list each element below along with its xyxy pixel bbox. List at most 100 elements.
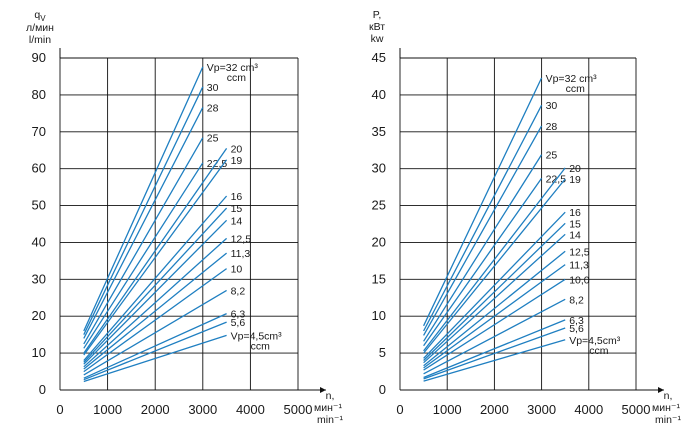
series-label: 28 bbox=[207, 102, 219, 114]
x-tick-label: 2000 bbox=[141, 402, 170, 417]
x-axis-label: n, мин⁻¹ min⁻¹ bbox=[652, 390, 681, 426]
series-label: 19 bbox=[569, 174, 581, 186]
series-label: 5,6 bbox=[231, 317, 246, 329]
series-line bbox=[83, 252, 228, 370]
x-tick-label: 1000 bbox=[433, 402, 462, 417]
series-label: 14 bbox=[231, 215, 243, 227]
y-tick-label: 20 bbox=[32, 308, 46, 323]
series-line bbox=[83, 313, 227, 379]
chart-power: 0 5 10 15 20 25 30 35 40 45 0 1000 2000 3000 4000 5000 P… bbox=[369, 9, 682, 426]
x-tick-label: 5000 bbox=[622, 402, 651, 417]
series-label: 5,6 bbox=[569, 323, 584, 335]
series-line bbox=[423, 327, 566, 380]
series-label: 12,5 bbox=[231, 233, 252, 245]
y-tick-label: 45 bbox=[372, 50, 386, 65]
x-axis-arrow-icon bbox=[320, 387, 326, 393]
y-tick-label: 35 bbox=[372, 124, 386, 139]
x-tick-label: 4000 bbox=[574, 402, 603, 417]
series-line bbox=[83, 86, 204, 335]
series-line bbox=[423, 77, 543, 327]
y-tick-label: 15 bbox=[372, 271, 386, 286]
series-label: 30 bbox=[207, 82, 219, 94]
series-label: 25 bbox=[546, 150, 558, 162]
series-label: 8,2 bbox=[569, 294, 584, 306]
series-label: 6,3 bbox=[231, 309, 246, 321]
series-label: 6,3 bbox=[569, 315, 584, 327]
series-label: 14 bbox=[569, 229, 581, 241]
y-tick-label: 90 bbox=[32, 50, 46, 65]
x-axis-label: n, мин⁻¹ min⁻¹ bbox=[314, 390, 343, 426]
series-line bbox=[423, 154, 543, 342]
series-label: 25 bbox=[207, 133, 219, 145]
series-line bbox=[423, 298, 566, 375]
series-line bbox=[423, 167, 566, 352]
y-axis-label: qV л/мин l/min bbox=[26, 9, 54, 46]
series-line bbox=[83, 159, 228, 356]
x-tick-label: 4000 bbox=[236, 402, 265, 417]
series-label: 16 bbox=[569, 207, 581, 219]
y-tick-label: 25 bbox=[372, 198, 386, 213]
series-line bbox=[83, 289, 227, 376]
series-group: Vp=32 cm³ ccm30282522,5201916151412,511,3… bbox=[83, 62, 283, 383]
series-label: 20 bbox=[231, 143, 243, 155]
series-line bbox=[423, 177, 543, 347]
series-label: 16 bbox=[231, 191, 243, 203]
series-label: 10,0 bbox=[569, 274, 590, 286]
series-label: 8,2 bbox=[231, 285, 246, 297]
series-label: 11,3 bbox=[569, 260, 589, 272]
series-line bbox=[423, 278, 566, 371]
series-line bbox=[83, 107, 204, 339]
series-label: 12,5 bbox=[569, 246, 590, 258]
series-line bbox=[83, 137, 204, 345]
series-line bbox=[83, 66, 204, 332]
series-line bbox=[423, 319, 566, 379]
y-tick-label: 70 bbox=[32, 124, 46, 139]
series-label: Vp=32 cm³ ccm bbox=[207, 62, 259, 84]
y-tick-label: 80 bbox=[32, 87, 46, 102]
series-label: Vp=4,5cm³ ccm bbox=[231, 330, 283, 352]
series-line bbox=[83, 195, 228, 361]
series-label: 30 bbox=[546, 100, 558, 112]
series-line bbox=[83, 148, 228, 354]
series-line bbox=[83, 219, 228, 365]
x-tick-label: 2000 bbox=[480, 402, 509, 417]
x-tick-label: 0 bbox=[56, 402, 63, 417]
y-tick-label: 40 bbox=[32, 234, 46, 249]
x-tick-label: 3000 bbox=[527, 402, 556, 417]
y-tick-label: 0 bbox=[39, 382, 46, 397]
series-label: Vp=4,5cm³ ccm bbox=[569, 335, 621, 357]
series-line bbox=[83, 268, 227, 373]
y-tick-label: 60 bbox=[32, 161, 46, 176]
series-line bbox=[423, 222, 566, 361]
x-axis-arrow-icon bbox=[658, 387, 664, 393]
y-tick-label: 5 bbox=[379, 345, 386, 360]
y-tick-label: 0 bbox=[379, 382, 386, 397]
series-line bbox=[83, 237, 228, 368]
series-label: 11,3 bbox=[231, 248, 251, 260]
chart-flow: 0 10 20 30 40 50 60 70 80 90 0 1000 2000 3000 4000 5000… bbox=[26, 9, 343, 426]
series-line bbox=[423, 104, 543, 332]
series-label: Vp=32 cm³ ccm bbox=[546, 73, 598, 95]
y-tick-label: 50 bbox=[32, 198, 46, 213]
series-line bbox=[423, 125, 543, 336]
x-tick-label: 3000 bbox=[188, 402, 217, 417]
series-line bbox=[423, 264, 566, 369]
y-tick-label: 30 bbox=[372, 161, 386, 176]
y-tick-label: 10 bbox=[372, 308, 386, 323]
series-line bbox=[423, 178, 566, 354]
series-label: 28 bbox=[546, 121, 558, 133]
series-line bbox=[83, 162, 204, 349]
series-group: Vp=32 cm³ ccm30282522,5201916151412,511,3… bbox=[423, 73, 621, 382]
y-tick-label: 10 bbox=[32, 345, 46, 360]
series-line bbox=[423, 233, 566, 364]
series-line bbox=[83, 321, 227, 381]
y-tick-label: 20 bbox=[372, 234, 386, 249]
y-tick-label: 30 bbox=[32, 271, 46, 286]
series-label: 20 bbox=[569, 163, 581, 175]
series-label: 19 bbox=[231, 155, 243, 167]
series-line bbox=[423, 211, 566, 359]
y-tick-label: 40 bbox=[372, 87, 386, 102]
series-line bbox=[423, 339, 566, 382]
